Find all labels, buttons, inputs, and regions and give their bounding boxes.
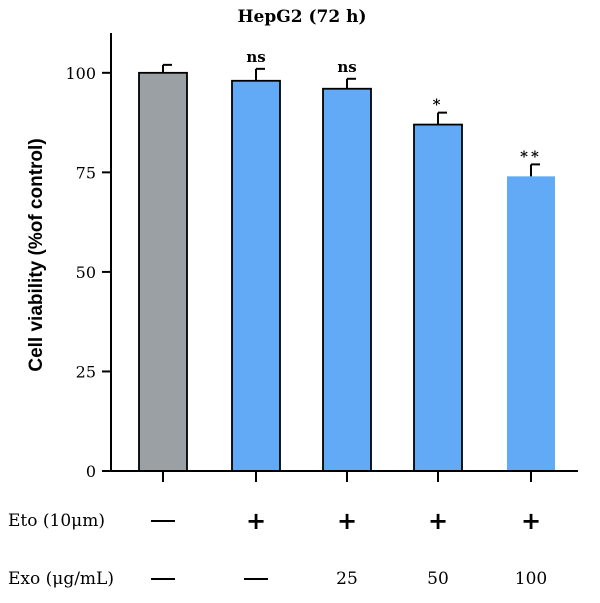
condition-label: Eto (10μm) [8, 511, 105, 531]
y-tick-label: 100 [65, 64, 96, 83]
bars [138, 71, 555, 472]
plus-mark: + [337, 507, 357, 535]
y-tick-label: 50 [76, 263, 96, 282]
bar [322, 87, 372, 472]
bar [507, 176, 555, 471]
condition-value: 25 [336, 569, 358, 589]
chart-title: HepG2 (72 h) [237, 7, 366, 27]
plus-mark: + [428, 507, 448, 535]
significance-label: * [433, 96, 444, 114]
significance-label: ns [246, 48, 265, 66]
condition-label: Exo (μg/mL) [8, 569, 114, 589]
bar [138, 71, 188, 472]
condition-table: Eto (10μm) + + + + Exo (μg/mL) 25 50 100 [8, 507, 547, 589]
y-axis: 0 25 50 75 100 [65, 33, 112, 481]
significance-label: ns [337, 58, 356, 76]
significance-label: ** [520, 147, 542, 165]
error-bars [162, 63, 540, 177]
bar [231, 79, 281, 472]
y-tick-label: 0 [86, 462, 96, 481]
bar [413, 123, 463, 472]
y-tick-label: 75 [76, 163, 96, 182]
plus-mark: + [246, 507, 266, 535]
x-axis [111, 470, 578, 482]
plus-mark: + [521, 507, 541, 535]
y-axis-label: Cell viability (%of control) [26, 138, 47, 371]
condition-value: 100 [515, 569, 547, 589]
y-tick-label: 25 [76, 362, 96, 381]
condition-value: 50 [427, 569, 449, 589]
